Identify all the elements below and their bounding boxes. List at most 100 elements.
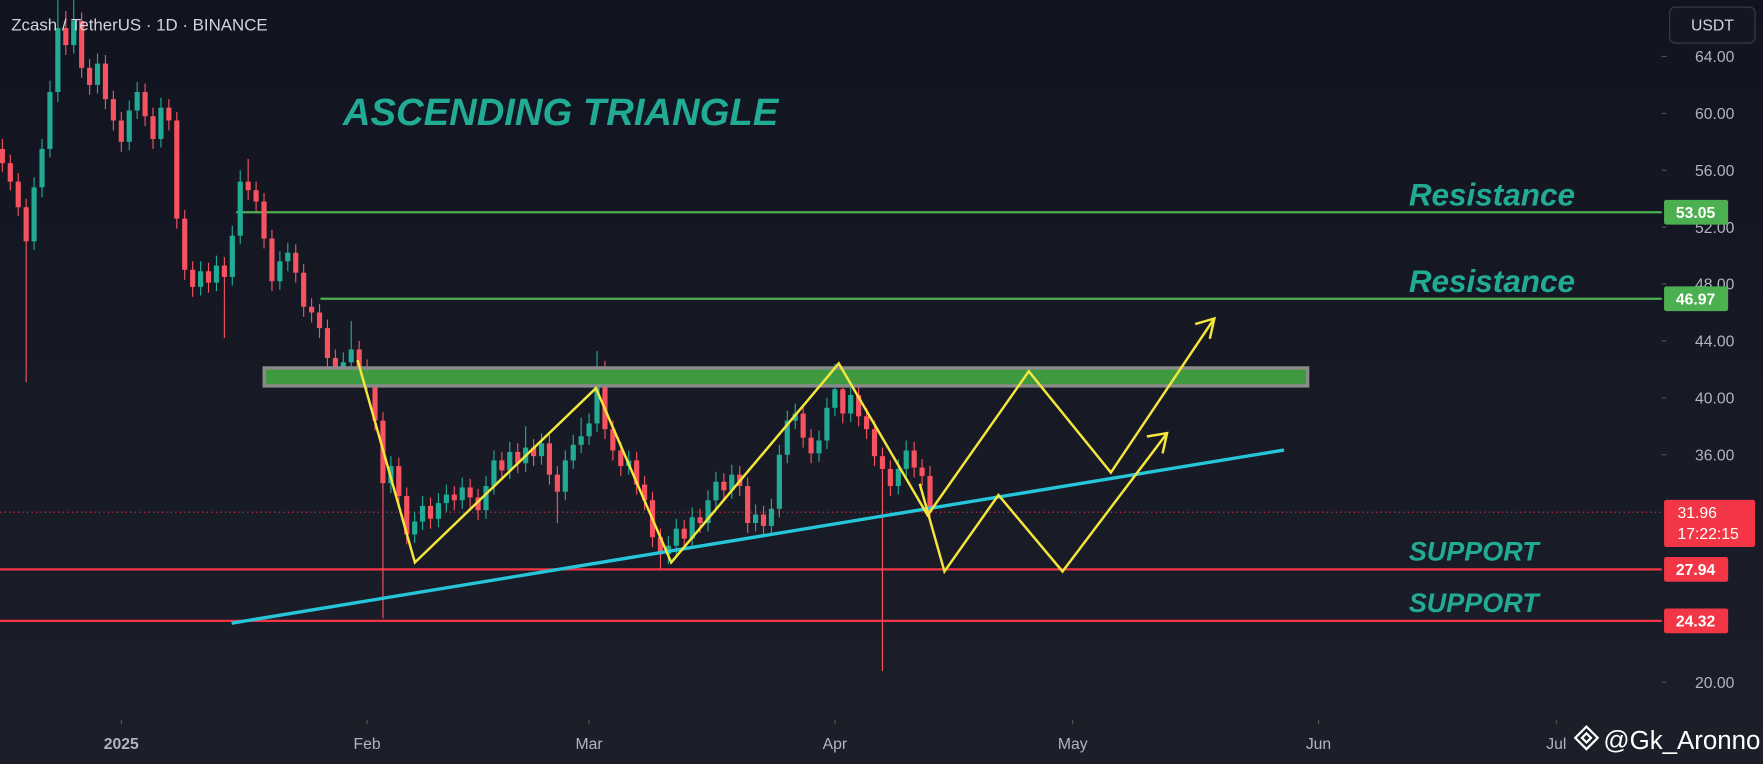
chart-title: Zcash / TetherUS · 1D · BINANCE [11,16,267,35]
candle-body [15,181,21,208]
price-badge [1664,286,1729,312]
candle-body [87,67,93,85]
price-badge-label: 53.05 [1676,205,1716,222]
countdown: 17:22:15 [1678,526,1739,543]
y-tick-label: 40.00 [1695,390,1735,407]
candle-body [316,312,323,329]
candle-body [491,460,497,487]
candle-body [0,148,5,164]
candle-body [142,92,148,117]
candle-body [871,429,878,457]
candle-body [911,450,917,468]
candle-body [705,500,711,524]
candle-body [94,63,101,85]
candle-body [554,474,560,492]
candle-body [538,443,545,457]
candle-body [356,349,362,368]
candle-body [840,389,846,414]
candle-body [213,265,220,283]
candle-body [848,394,854,414]
candle-body [515,451,521,464]
candle-body [499,460,505,471]
level-label: Resistance [1409,177,1575,212]
candle-body [7,163,13,182]
candle-body [681,528,687,539]
candle-body [205,271,212,283]
levels: Resistance Resistance SUPPORT SUPPORT [0,177,1662,622]
candle-body [768,508,775,526]
candle-body [483,486,489,511]
price-badge-label: 24.32 [1676,613,1716,630]
candle-body [237,181,243,236]
candle-body [309,306,315,313]
candle-body [269,238,275,282]
candle-body [879,456,886,469]
x-tick-label: Apr [823,736,847,753]
level-label: SUPPORT [1409,588,1541,618]
candle-body [79,20,85,68]
x-tick-label: Jun [1306,736,1331,753]
candle-body [475,497,481,511]
candle-body [745,486,751,524]
watermark-icon [1573,725,1600,751]
candle-body [927,476,933,513]
candle-body [31,187,37,242]
candle-body [261,201,267,239]
projection-path [918,432,1169,575]
level-label: SUPPORT [1409,536,1541,566]
current-price-label: 31.96 [1678,505,1718,522]
candle-body [832,389,838,408]
y-tick-label: 36.00 [1695,447,1735,464]
candle-body [570,444,576,461]
candle-body [507,451,513,471]
candle-body [253,190,259,202]
price-badge [1664,557,1729,582]
candle-body [158,107,164,139]
candle-body [277,261,283,282]
candle-body [531,447,537,457]
candle-body [641,484,648,501]
candle-body [420,505,426,522]
y-tick-label: 20.00 [1695,675,1735,692]
candle-body [190,269,196,287]
candle-body [586,423,592,437]
candle-body [760,514,767,526]
candle-body [459,487,465,501]
candle-body [404,495,410,535]
candle-body [47,92,53,149]
price-badge [1664,608,1729,634]
candle-body [324,328,331,359]
watermark-text: @Gk_Aronno [1603,727,1760,755]
candle-body [634,460,640,485]
current-price-badge [1664,499,1756,548]
candle-body [919,467,925,477]
candle-body [102,63,109,100]
candle-body [427,505,434,519]
currency-button[interactable] [1669,6,1756,44]
candle-body [293,252,299,273]
candle-body [348,349,354,363]
candle-body [55,28,61,93]
candle-body [435,503,442,519]
candle-body [198,271,204,287]
candle-body [301,272,307,307]
y-tick-label: 60.00 [1695,106,1735,123]
time-axis: 2025 Feb Mar Apr May Jun Jul [104,719,1566,753]
arrow-head [1194,316,1216,339]
candle-body [856,394,862,417]
candle-body [166,107,172,121]
candle-body [221,265,227,277]
candle-body [39,148,45,188]
watermark: @Gk_Aronno [1573,725,1760,755]
candle-body [784,420,790,455]
candle-body [174,120,180,219]
candle-body [372,379,378,421]
candle-body [443,494,449,504]
candle-body [229,235,235,277]
candle-body [332,358,338,373]
annotation: ASCENDING TRIANGLE [342,91,780,134]
candle-body [134,92,140,111]
candle-body [887,468,893,487]
candle-body [396,466,402,496]
